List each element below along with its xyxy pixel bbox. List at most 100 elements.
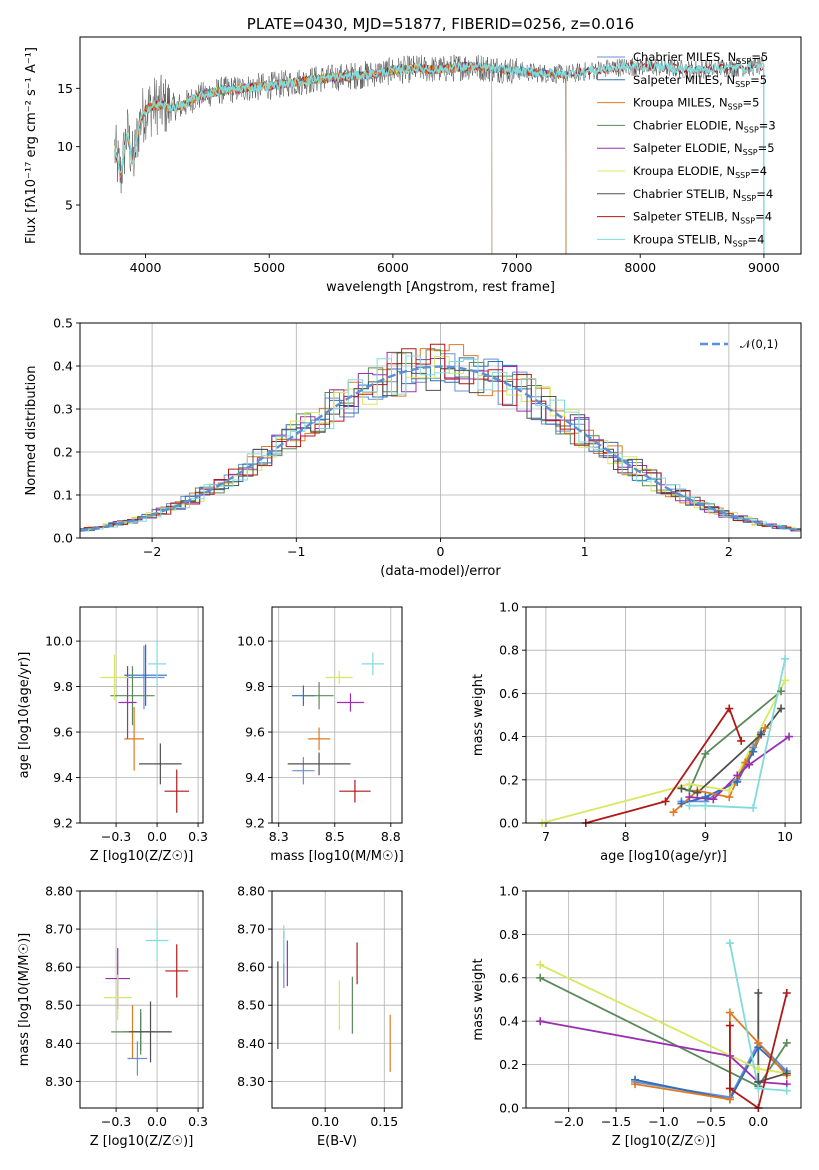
x-tick-label: 8000 [624, 260, 656, 275]
y-axis-label: Normed distribution [24, 366, 39, 496]
x-axis-label: (data-model)/error [380, 564, 501, 579]
x-tick-label: 8.8 [381, 829, 401, 844]
panel-weight-vs-age: 7 8 9 10 0.0 0.2 0.4 0.6 0.8 1.0 age [log10(age/yr… [471, 600, 802, 864]
x-tick-label: 9000 [748, 260, 780, 275]
legend-label-chabrier_miles: Chabrier MILES, NSSP=5 [633, 50, 768, 66]
weight-point-salpeter_stelib [737, 736, 746, 745]
x-tick-label: 1 [581, 544, 589, 559]
y-tick-label: 0.4 [53, 359, 73, 374]
y-tick-label: 8.70 [237, 922, 265, 937]
x-tick-label: 0 [437, 544, 445, 559]
normal-reference-curve [80, 365, 801, 532]
legend-label-salpeter_stelib: Salpeter STELIB, NSSP=4 [633, 210, 772, 226]
legend-label-salpeter_miles: Salpeter MILES, NSSP=5 [633, 73, 767, 89]
weight-point-salpeter_miles [677, 799, 686, 808]
plot-area [287, 652, 385, 803]
axes-frame [79, 890, 204, 1109]
y-tick-label: 1.0 [499, 600, 519, 615]
y-tick-label: 0.5 [53, 316, 73, 331]
y-tick-label: 0.8 [499, 643, 519, 658]
model-spectrum-kroupa_elodie-line [114, 62, 493, 254]
weight-point-kroupa_stelib [782, 1086, 791, 1095]
legend-label-kroupa_miles: Kroupa MILES, NSSP=5 [633, 96, 759, 112]
x-tick-label: 7000 [501, 260, 533, 275]
x-tick-label: −0.5 [696, 1114, 726, 1129]
y-tick-label: 8.50 [237, 998, 265, 1013]
y-tick-label: 0.1 [53, 488, 73, 503]
residual-histogram-kroupa_elodie-line [80, 353, 801, 532]
plot-area [103, 919, 189, 1076]
axes-frame [525, 606, 802, 824]
y-tick-label: 0.2 [499, 772, 519, 787]
x-tick-label: 6000 [377, 260, 409, 275]
axes-frame [525, 890, 802, 1109]
x-tick-label: 8 [622, 829, 630, 844]
weight-point-kroupa_stelib [725, 939, 734, 948]
weight-point-chabrier_elodie [782, 1038, 791, 1047]
x-tick-label: −2 [143, 544, 161, 559]
x-tick-label: 0.3 [188, 829, 208, 844]
x-tick-label: 7 [542, 829, 550, 844]
weight-point-chabrier_elodie [777, 687, 786, 696]
y-tick-label: 0.2 [499, 1057, 519, 1072]
y-axis-label: Flux [fλ10⁻¹⁷ erg cm⁻² s⁻¹ A⁻¹] [24, 47, 39, 244]
weight-point-kroupa_elodie [725, 786, 734, 795]
panel-weight-vs-Z: −2.0 −1.5 −1.0 −0.5 0.0 0.0 0.2 0.4 0.6 0.8 1.0 Z [… [471, 884, 802, 1149]
y-tick-label: 10.0 [45, 634, 73, 649]
panel-residuals: −2 −1 0 1 2 0.0 0.1 0.2 0.3 0.4 0.5 (data-model)/er… [24, 316, 802, 579]
legend-label-kroupa_elodie: Kroupa ELODIE, NSSP=4 [633, 164, 767, 180]
weight-series-kroupa_stelib-line [689, 658, 786, 809]
x-tick-label: 9 [701, 829, 709, 844]
axes-frame [79, 322, 802, 539]
y-tick-label: 9.8 [53, 679, 73, 694]
y-axis-label: mass weight [471, 674, 486, 756]
legend-label-chabrier_stelib: Chabrier STELIB, NSSP=4 [633, 187, 773, 203]
panel-mass-vs-ebv: 0.10 0.15 8.30 8.40 8.50 8.60 8.70 8.80 E(B-V) [237, 884, 403, 1149]
panel-mass-vs-Z: −0.3 0.0 0.3 8.30 8.40 8.50 8.60 8.70 8.80 Z [log… [17, 884, 208, 1150]
x-tick-label: 2 [725, 544, 733, 559]
y-tick-label: 8.40 [237, 1036, 265, 1051]
y-tick-label: 9.8 [245, 679, 265, 694]
weight-point-salpeter_elodie [709, 795, 718, 804]
plot-area [100, 639, 190, 813]
weight-point-chabrier_elodie [701, 749, 710, 758]
y-tick-label: 8.30 [45, 1074, 73, 1089]
legend-label-normal: 𝒩(0,1) [740, 337, 778, 351]
y-tick-label: 0.4 [499, 729, 519, 744]
weight-point-kroupa_elodie [781, 676, 790, 685]
y-tick-label: 0.0 [499, 816, 519, 831]
y-tick-label: 1.0 [499, 884, 519, 899]
y-tick-label: 0.4 [499, 1014, 519, 1029]
y-tick-label: 8.30 [237, 1074, 265, 1089]
y-tick-label: 9.4 [245, 770, 265, 785]
weight-point-kroupa_miles [669, 808, 678, 817]
y-axis-label: mass weight [471, 958, 486, 1040]
weight-point-salpeter_miles [701, 793, 710, 802]
model-spectrum-salpeter_elodie-line [114, 61, 493, 254]
weight-point-chabrier_stelib [677, 784, 686, 793]
y-tick-label: 8.60 [237, 960, 265, 975]
weight-point-kroupa_stelib [749, 803, 758, 812]
x-tick-label: 0.15 [370, 1114, 398, 1129]
plot-area [113, 54, 765, 254]
x-tick-label: 0.0 [147, 829, 167, 844]
weight-point-salpeter_stelib [661, 797, 670, 806]
axes-frame [271, 890, 403, 1109]
weight-point-salpeter_elodie [536, 1017, 545, 1026]
y-tick-label: 8.60 [45, 960, 73, 975]
axes-frame [79, 606, 204, 824]
y-tick-label: 10.0 [237, 634, 265, 649]
y-tick-label: 0.0 [53, 531, 73, 546]
y-tick-label: 0.2 [53, 445, 73, 460]
y-tick-label: 0.3 [53, 402, 73, 417]
plot-area [80, 343, 801, 533]
weight-series-salpeter_stelib-line [585, 706, 743, 823]
x-tick-label: 0.0 [748, 1114, 768, 1129]
y-tick-label: 8.80 [45, 884, 73, 899]
model-spectrum-kroupa_stelib-line [113, 60, 765, 254]
weight-point-kroupa_miles [725, 1095, 734, 1104]
weight-point-salpeter_stelib [782, 988, 791, 997]
legend-label-salpeter_elodie: Salpeter ELODIE, NSSP=5 [633, 141, 775, 157]
y-tick-label: 5 [65, 198, 73, 213]
